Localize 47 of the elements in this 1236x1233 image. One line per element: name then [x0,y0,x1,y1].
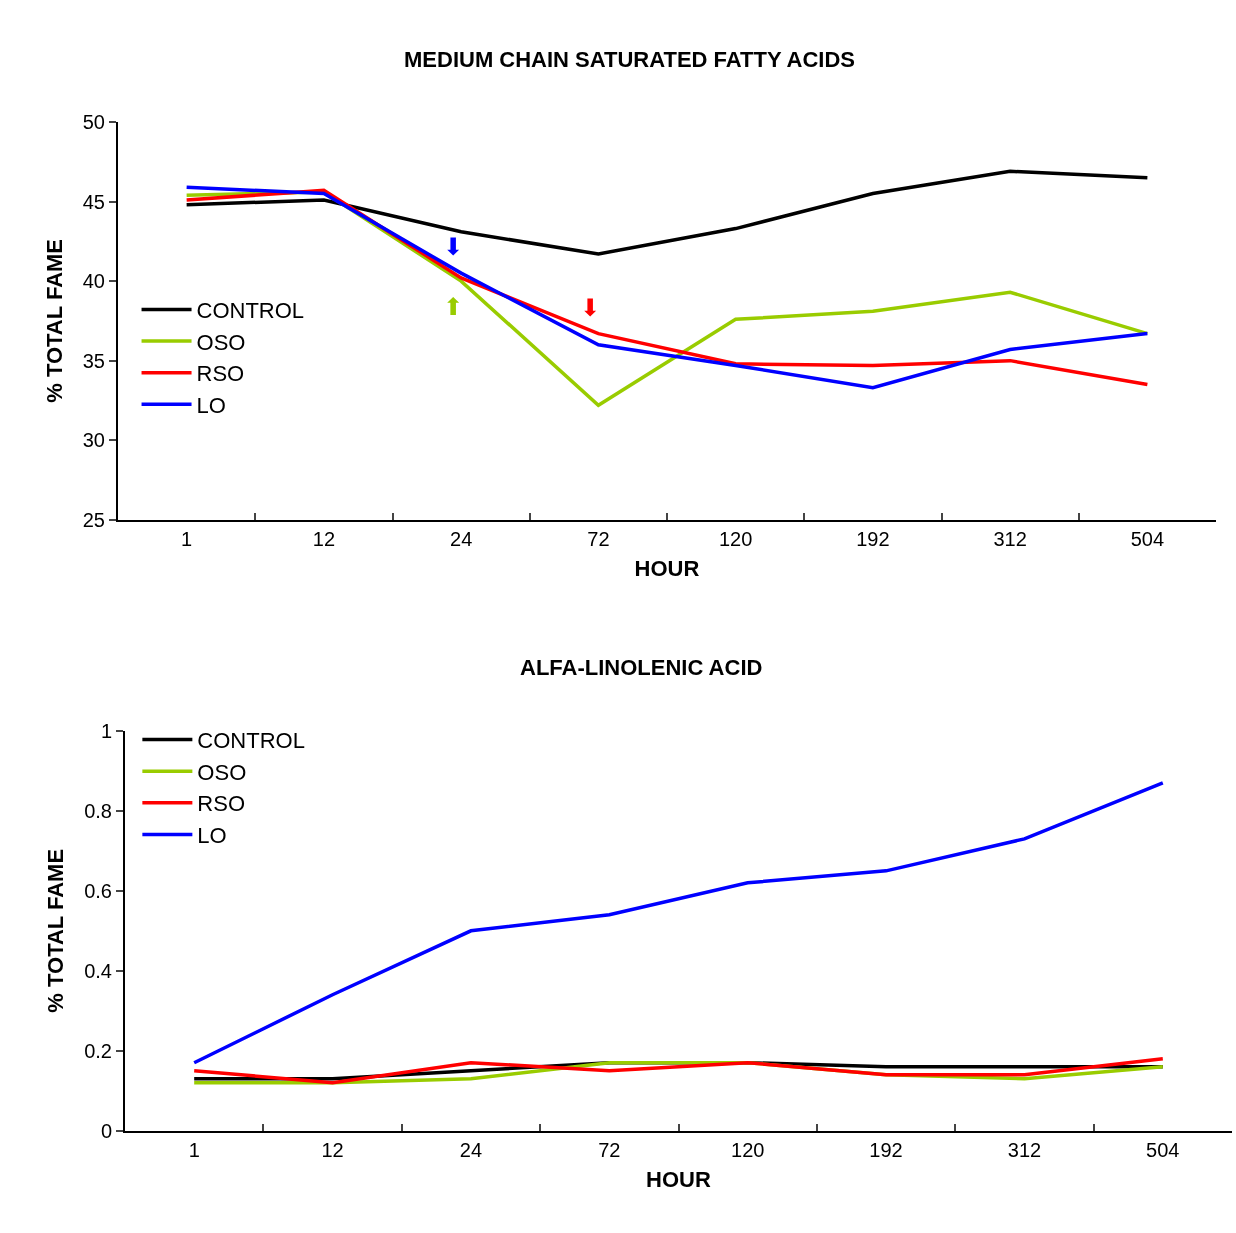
x-tick-label: 120 [718,527,753,550]
legend-label: OSO [196,329,246,355]
legend-label: CONTROL [196,298,305,324]
y-tick-label: 0.4 [84,959,112,982]
x-tick-label: 192 [856,527,890,550]
x-tick-label: 312 [993,527,1027,550]
y-tick-label: 45 [82,190,105,213]
y-tick-label: 25 [82,508,105,531]
x-tick-label: 24 [450,527,473,550]
y-axis-title: % TOTAL FAME [42,238,68,403]
y-tick-label: 0.2 [84,1039,112,1062]
x-tick-label: 120 [731,1138,765,1161]
annotation: ⬇ [580,294,601,322]
legend-label: CONTROL [197,728,305,754]
x-tick-label: 24 [459,1138,483,1161]
legend-label: RSO [197,791,246,817]
x-tick-label: 504 [1130,527,1165,550]
annotation: ⬇ [443,233,464,261]
legend-label: LO [197,822,227,848]
line-series [192,781,1165,1065]
x-tick-label: 72 [598,1138,621,1161]
x-tick-label: 12 [321,1138,344,1161]
annotation: ⬆ [443,293,464,321]
chart-title: ALFA-LINOLENIC ACID [520,655,763,680]
chart-title: MEDIUM CHAIN SATURATED FATTY ACIDS [404,47,855,72]
x-tick-label: 192 [869,1138,903,1161]
x-axis-title: HOUR [646,1167,711,1193]
line-series [184,169,1150,256]
y-tick-label: 40 [82,270,105,293]
x-tick-label: 1 [181,527,193,550]
legend-label: LO [196,392,226,418]
y-tick-label: 0.6 [84,879,112,902]
legend-label: OSO [197,759,247,785]
x-tick-label: 72 [587,527,610,550]
x-tick-label: 312 [1007,1138,1042,1161]
x-tick-label: 1 [188,1138,200,1161]
y-tick-label: 50 [82,110,105,133]
y-tick-label: 30 [82,429,105,452]
y-axis-title: % TOTAL FAME [43,848,69,1013]
x-tick-label: 504 [1146,1138,1180,1161]
y-tick-label: 1 [100,719,112,742]
y-tick-label: 0.8 [84,799,112,822]
y-tick-label: 0 [100,1119,112,1142]
x-axis-title: HOUR [634,556,700,582]
y-tick-label: 35 [82,349,105,372]
x-tick-label: 12 [312,527,336,550]
legend-label: RSO [196,361,245,387]
